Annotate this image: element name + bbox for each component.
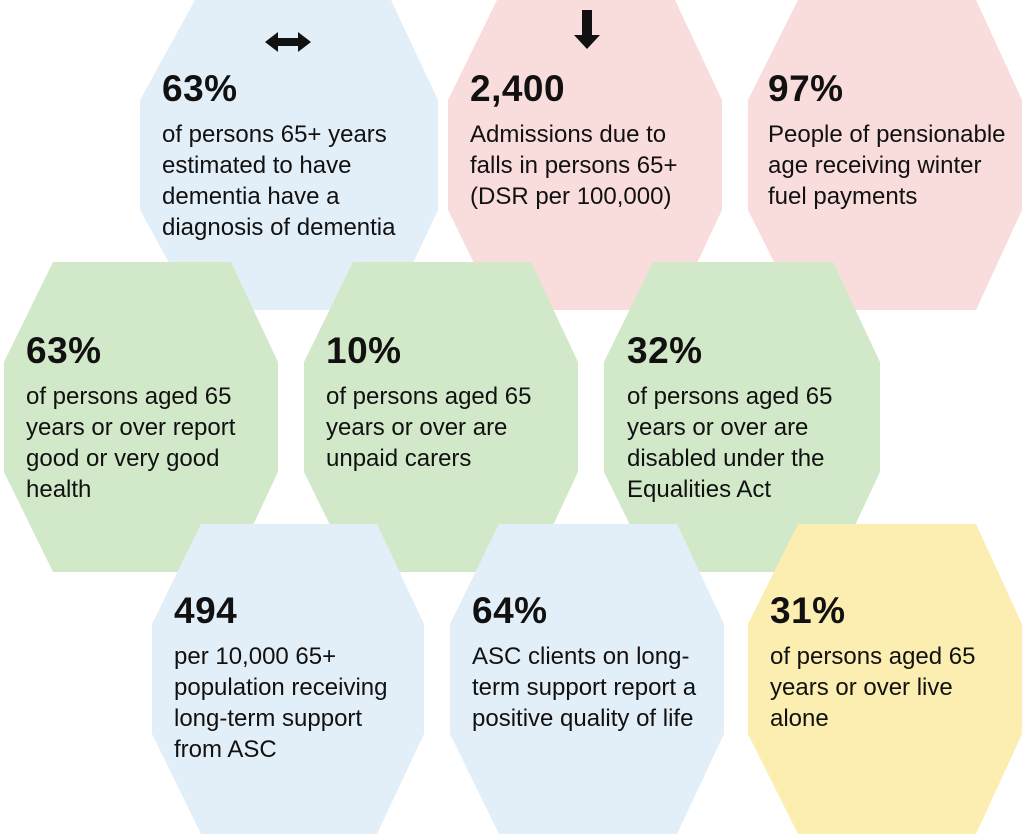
hex-unpaid-carers xyxy=(304,262,578,572)
tile-value: 97% xyxy=(768,68,844,109)
tile-description: ASC clients on long-term support report … xyxy=(472,642,697,732)
tile-disabled: 32% of persons aged 65 years or over are… xyxy=(627,330,867,505)
left-right-arrow-icon xyxy=(265,32,311,52)
tile-unpaid-carers: 10% of persons aged 65 years or over are… xyxy=(326,330,566,474)
hex-quality-of-life xyxy=(450,524,724,834)
tile-value: 494 xyxy=(174,590,238,631)
tile-value: 2,400 xyxy=(470,68,566,109)
tile-value: 32% xyxy=(627,330,703,371)
tile-long-term-support: 494 per 10,000 65+ population receiving … xyxy=(174,590,414,765)
tile-description: People of pensionable age receiving wint… xyxy=(768,120,1006,210)
tile-winter-fuel: 97% People of pensionable age receiving … xyxy=(768,68,1013,212)
down-arrow-icon xyxy=(574,10,600,49)
tile-quality-of-life: 64% ASC clients on long-term support rep… xyxy=(472,590,712,734)
tile-value: 63% xyxy=(162,68,238,109)
hex-winter-fuel xyxy=(748,0,1022,310)
hex-disabled xyxy=(604,262,880,572)
hex-live-alone xyxy=(748,524,1022,834)
tile-dementia-diagnosis: 63% of persons 65+ years estimated to ha… xyxy=(162,68,432,243)
tile-value: 63% xyxy=(26,330,102,371)
hex-long-term-support xyxy=(152,524,424,834)
tile-good-health: 63% of persons aged 65 years or over rep… xyxy=(26,330,266,505)
tile-description: per 10,000 65+ population receiving long… xyxy=(174,642,388,763)
tile-description: of persons aged 65 years or over are dis… xyxy=(627,382,833,503)
tile-live-alone: 31% of persons aged 65 years or over liv… xyxy=(770,590,1010,734)
hex-good-health xyxy=(4,262,278,572)
tile-description: of persons aged 65 years or over are unp… xyxy=(326,382,532,472)
hex-falls-admissions xyxy=(448,0,722,310)
tile-description: of persons aged 65 years or over live al… xyxy=(770,642,976,732)
tile-description: of persons 65+ years estimated to have d… xyxy=(162,120,396,241)
tile-value: 10% xyxy=(326,330,402,371)
tile-description: Admissions due to falls in persons 65+ (… xyxy=(470,120,678,210)
hex-dementia-diagnosis xyxy=(140,0,438,310)
tile-value: 64% xyxy=(472,590,548,631)
tile-value: 31% xyxy=(770,590,846,631)
tile-description: of persons aged 65 years or over report … xyxy=(26,382,236,503)
tile-falls-admissions: 2,400 Admissions due to falls in persons… xyxy=(470,68,710,212)
